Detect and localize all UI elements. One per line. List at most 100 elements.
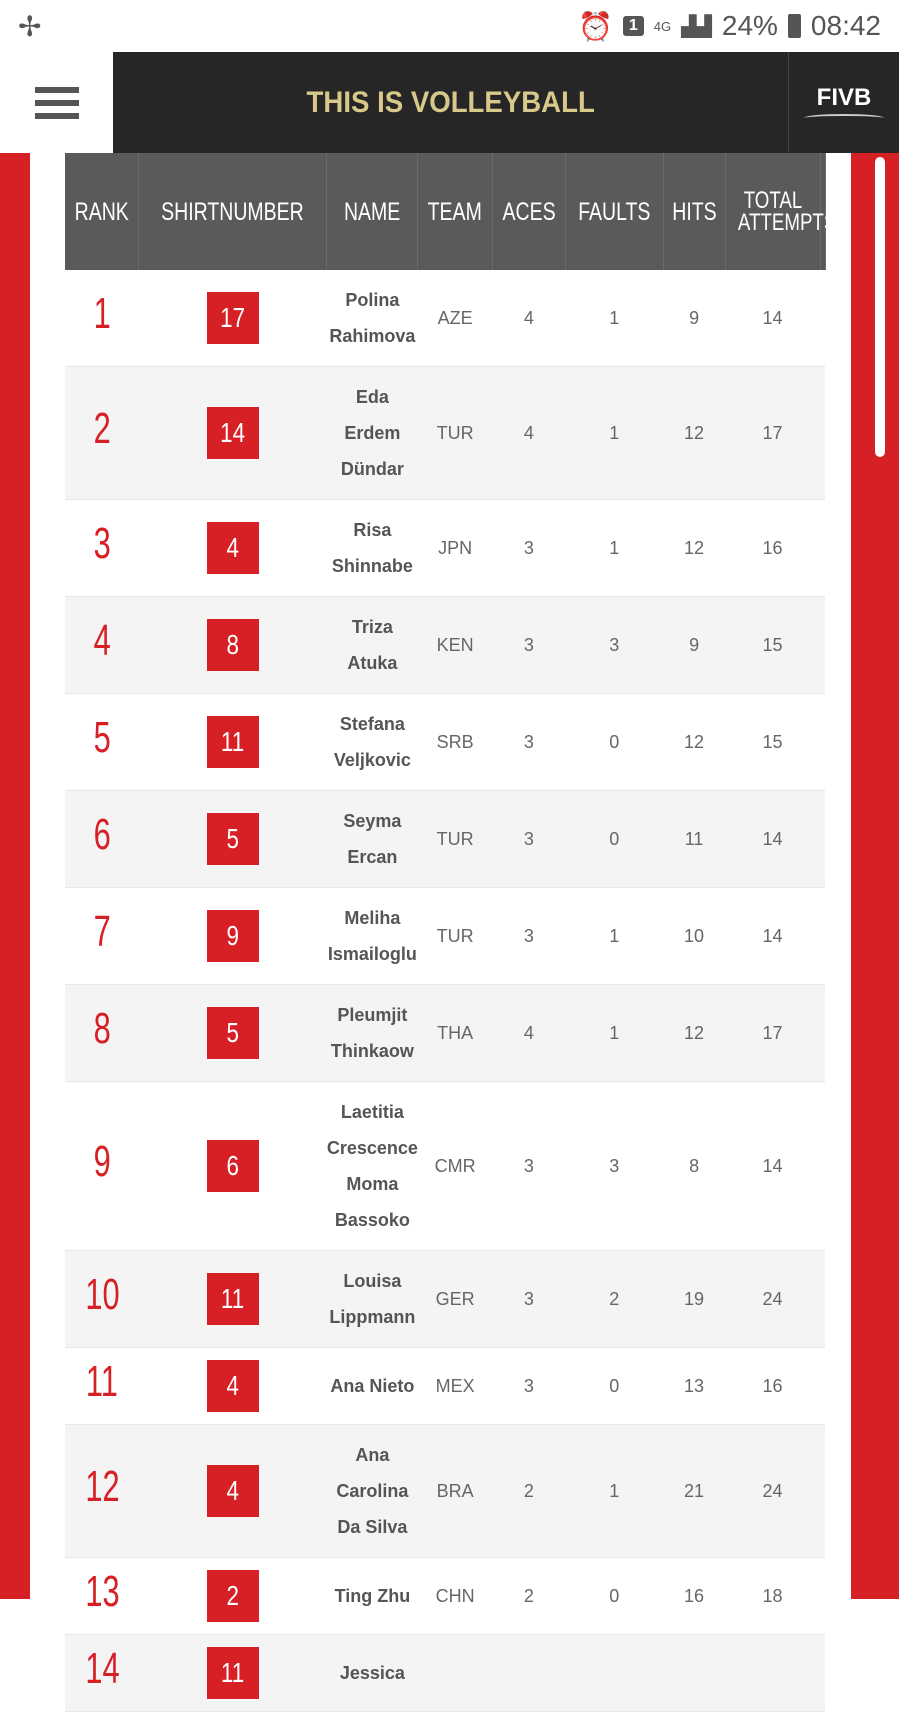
hits <box>663 1634 726 1712</box>
shirt-number-badge: 4 <box>206 522 259 574</box>
team: AZE <box>417 270 493 367</box>
battery-percent: 24% <box>721 10 778 41</box>
table-row[interactable]: 10 11 Louisa Lippmann GER 3 2 19 24 <box>65 1250 826 1348</box>
table-row[interactable]: 11 4 Ana Nieto MEX 3 0 13 16 <box>65 1347 826 1425</box>
table-row[interactable]: 12 4 Ana Carolina Da Silva BRA 2 1 21 24 <box>65 1424 826 1558</box>
column-header[interactable]: ACES <box>492 153 566 270</box>
rank: 3 <box>93 519 111 568</box>
player-name[interactable]: Laetitia Crescence Moma Bassoko <box>326 1081 418 1251</box>
player-name[interactable]: Polina Rahimova <box>326 270 418 367</box>
team: SRB <box>417 693 493 791</box>
player-name[interactable]: Seyma Ercan <box>326 790 418 888</box>
aces: 3 <box>492 1250 566 1348</box>
fivb-logo[interactable]: FIVB <box>789 52 899 153</box>
content: RANK SHIRTNUMBER NAME TEAM ACES FAULTS HITS TOT… <box>30 153 851 1712</box>
rank-cell: 1 <box>65 270 139 367</box>
faults: 1 <box>565 270 664 367</box>
column-header[interactable]: HITS <box>663 153 726 270</box>
column-header[interactable]: TEAM <box>417 153 493 270</box>
column-header[interactable]: SHIRTNUMBER <box>138 153 328 270</box>
shirt-cell: 11 <box>138 1634 327 1712</box>
player-name[interactable]: Eda Erdem Dündar <box>326 366 418 500</box>
total-attempts: 24 <box>725 1424 821 1558</box>
team: THA <box>417 984 493 1082</box>
player-name[interactable]: Stefana Veljkovic <box>326 693 418 791</box>
aces <box>492 1634 566 1712</box>
total-attempts: 14 <box>725 1081 821 1251</box>
shirt-number-badge: 9 <box>206 910 259 962</box>
rank-cell: 10 <box>65 1250 139 1348</box>
aces: 3 <box>492 596 566 694</box>
team: CMR <box>417 1081 493 1251</box>
table-row[interactable]: 2 14 Eda Erdem Dündar TUR 4 1 12 17 <box>65 366 826 500</box>
column-header[interactable]: TOTAL ATTEMPTS <box>725 153 836 270</box>
brand-banner[interactable]: THIS IS VOLLEYBALL <box>113 52 789 153</box>
faults: 3 <box>565 1081 664 1251</box>
hits: 12 <box>663 499 726 597</box>
shirt-cell: 2 <box>138 1557 327 1635</box>
pinwheel-icon: ✢ <box>18 10 42 42</box>
column-header[interactable]: FAULTS <box>565 153 664 270</box>
player-name[interactable]: Ting Zhu <box>326 1557 418 1635</box>
total-attempts: 14 <box>725 887 821 985</box>
hits: 8 <box>663 1081 726 1251</box>
player-name[interactable]: Ana Carolina Da Silva <box>326 1424 418 1558</box>
shirt-cell: 4 <box>138 499 327 597</box>
scrollbar[interactable] <box>875 157 885 457</box>
table-row[interactable]: 9 6 Laetitia Crescence Moma Bassoko CMR 3 3 8 1… <box>65 1081 826 1251</box>
faults: 0 <box>565 1557 664 1635</box>
rank-cell: 3 <box>65 499 139 597</box>
empty-cell <box>820 887 826 985</box>
sim-icon: 1 <box>622 16 644 36</box>
clock: 08:42 <box>810 10 881 41</box>
player-name[interactable]: Risa Shinnabe <box>326 499 418 597</box>
table-row[interactable]: 4 8 Triza Atuka KEN 3 3 9 15 <box>65 596 826 694</box>
rank: 2 <box>93 404 111 453</box>
player-name[interactable]: Meliha Ismailoglu <box>326 887 418 985</box>
rank-cell: 12 <box>65 1424 139 1558</box>
total-attempts: 16 <box>725 1347 821 1425</box>
table-row[interactable]: 13 2 Ting Zhu CHN 2 0 16 18 <box>65 1557 826 1635</box>
rank-cell: 6 <box>65 790 139 888</box>
rank: 14 <box>84 1644 120 1693</box>
player-name[interactable]: Ana Nieto <box>326 1347 418 1425</box>
menu-icon[interactable] <box>0 52 113 153</box>
faults: 1 <box>565 887 664 985</box>
empty-cell <box>820 596 826 694</box>
right-border <box>851 153 899 1599</box>
shirt-cell: 11 <box>138 1250 327 1348</box>
table-row[interactable]: 3 4 Risa Shinnabe JPN 3 1 12 16 <box>65 499 826 597</box>
faults: 0 <box>565 790 664 888</box>
table-row[interactable]: 6 5 Seyma Ercan TUR 3 0 11 14 <box>65 790 826 888</box>
shirt-number-badge: 17 <box>206 292 259 344</box>
hits: 19 <box>663 1250 726 1348</box>
team: TUR <box>417 790 493 888</box>
shirt-cell: 14 <box>138 366 327 500</box>
table-row[interactable]: 14 11 Jessica <box>65 1634 826 1712</box>
hits: 13 <box>663 1347 726 1425</box>
shirt-number-badge: 5 <box>206 1007 259 1059</box>
player-name[interactable]: Triza Atuka <box>326 596 418 694</box>
aces: 2 <box>492 1424 566 1558</box>
team: TUR <box>417 887 493 985</box>
aces: 2 <box>492 1557 566 1635</box>
rank: 10 <box>84 1270 120 1319</box>
table-row[interactable]: 1 17 Polina Rahimova AZE 4 1 9 14 <box>65 270 826 367</box>
player-name[interactable]: Louisa Lippmann <box>326 1250 418 1348</box>
empty-cell <box>820 693 826 791</box>
player-name[interactable]: Pleumjit Thinkaow <box>326 984 418 1082</box>
table-row[interactable]: 7 9 Meliha Ismailoglu TUR 3 1 10 14 <box>65 887 826 985</box>
top-bar: THIS IS VOLLEYBALL FIVB <box>0 52 899 153</box>
table-row[interactable]: 5 11 Stefana Veljkovic SRB 3 0 12 15 <box>65 693 826 791</box>
column-header[interactable]: NAME <box>326 153 419 270</box>
shirt-number-badge: 14 <box>206 407 259 459</box>
player-name[interactable]: Jessica <box>326 1634 418 1712</box>
total-attempts: 17 <box>725 984 821 1082</box>
shirt-cell: 11 <box>138 693 327 791</box>
total-attempts: 24 <box>725 1250 821 1348</box>
rank-cell: 13 <box>65 1557 139 1635</box>
hits: 21 <box>663 1424 726 1558</box>
column-header[interactable]: RANK <box>65 153 140 270</box>
table-row[interactable]: 8 5 Pleumjit Thinkaow THA 4 1 12 17 <box>65 984 826 1082</box>
rank: 13 <box>84 1567 120 1616</box>
